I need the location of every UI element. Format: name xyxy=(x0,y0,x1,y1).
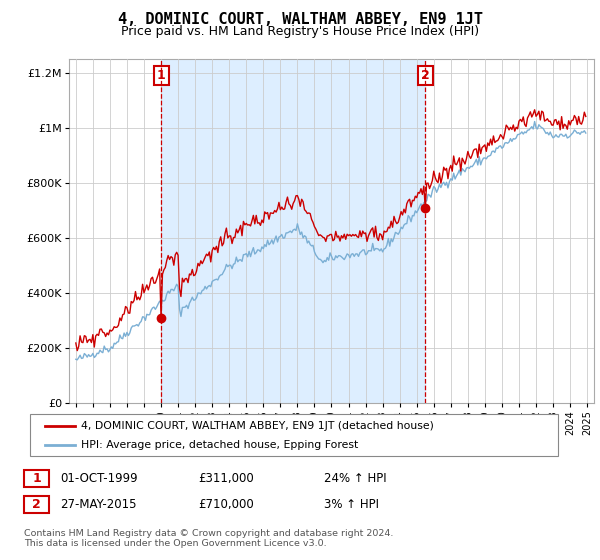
Text: 2: 2 xyxy=(32,498,41,511)
Text: 3% ↑ HPI: 3% ↑ HPI xyxy=(324,498,379,511)
Text: This data is licensed under the Open Government Licence v3.0.: This data is licensed under the Open Gov… xyxy=(24,539,326,548)
Text: 1: 1 xyxy=(157,69,166,82)
Text: 4, DOMINIC COURT, WALTHAM ABBEY, EN9 1JT: 4, DOMINIC COURT, WALTHAM ABBEY, EN9 1JT xyxy=(118,12,482,27)
Text: 1: 1 xyxy=(32,472,41,485)
Text: 4, DOMINIC COURT, WALTHAM ABBEY, EN9 1JT (detached house): 4, DOMINIC COURT, WALTHAM ABBEY, EN9 1JT… xyxy=(81,421,434,431)
Text: Contains HM Land Registry data © Crown copyright and database right 2024.: Contains HM Land Registry data © Crown c… xyxy=(24,529,394,538)
Text: HPI: Average price, detached house, Epping Forest: HPI: Average price, detached house, Eppi… xyxy=(81,440,358,450)
Text: 01-OCT-1999: 01-OCT-1999 xyxy=(60,472,137,485)
Bar xyxy=(161,59,425,403)
Text: £710,000: £710,000 xyxy=(198,498,254,511)
Text: Price paid vs. HM Land Registry's House Price Index (HPI): Price paid vs. HM Land Registry's House … xyxy=(121,25,479,38)
Text: 24% ↑ HPI: 24% ↑ HPI xyxy=(324,472,386,485)
Text: 2: 2 xyxy=(421,69,430,82)
Text: £311,000: £311,000 xyxy=(198,472,254,485)
Text: 27-MAY-2015: 27-MAY-2015 xyxy=(60,498,137,511)
